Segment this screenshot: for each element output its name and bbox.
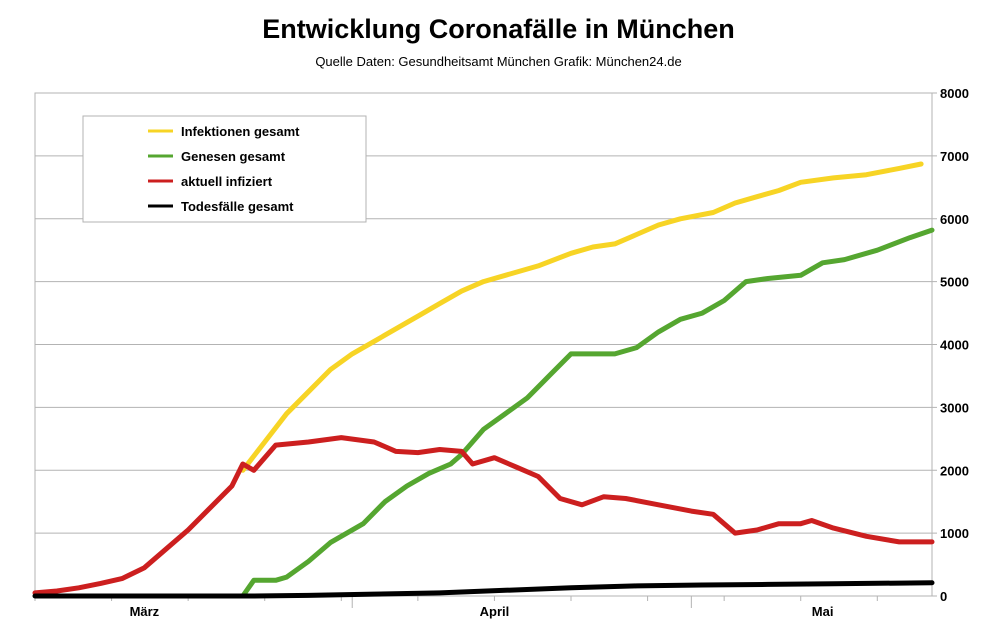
y-tick-label: 2000: [940, 463, 969, 478]
y-tick-label: 8000: [940, 86, 969, 101]
y-tick-label: 3000: [940, 400, 969, 415]
y-tick-label: 6000: [940, 212, 969, 227]
series-line-3: [32, 580, 935, 599]
series-lines: [32, 161, 935, 599]
legend-label: aktuell infiziert: [181, 174, 273, 189]
series-line-0: [240, 161, 924, 473]
y-tick-label: 0: [940, 589, 947, 604]
series-line-2: [32, 435, 935, 596]
y-tick-label: 7000: [940, 149, 969, 164]
x-tick-label: April: [480, 604, 510, 619]
series-line-1: [240, 227, 935, 599]
legend-label: Genesen gesamt: [181, 149, 286, 164]
y-tick-label: 1000: [940, 526, 969, 541]
axes: 0 1000 2000 3000 4000 5000 6000 7000 8000 März Apr…: [34, 86, 969, 619]
chart-title: Entwicklung Coronafälle in München: [262, 14, 735, 44]
legend: Infektionen gesamt Genesen gesamt aktuell …: [82, 115, 367, 223]
y-tick-label: 4000: [940, 338, 969, 353]
y-tick-label: 5000: [940, 275, 969, 290]
legend-label: Todesfälle gesamt: [181, 199, 294, 214]
chart-subtitle: Quelle Daten: Gesundheitsamt München Gra…: [315, 54, 682, 69]
x-tick-label: Mai: [812, 604, 834, 619]
legend-label: Infektionen gesamt: [181, 124, 300, 139]
x-tick-label: März: [130, 604, 160, 619]
legend-box: [82, 115, 367, 223]
